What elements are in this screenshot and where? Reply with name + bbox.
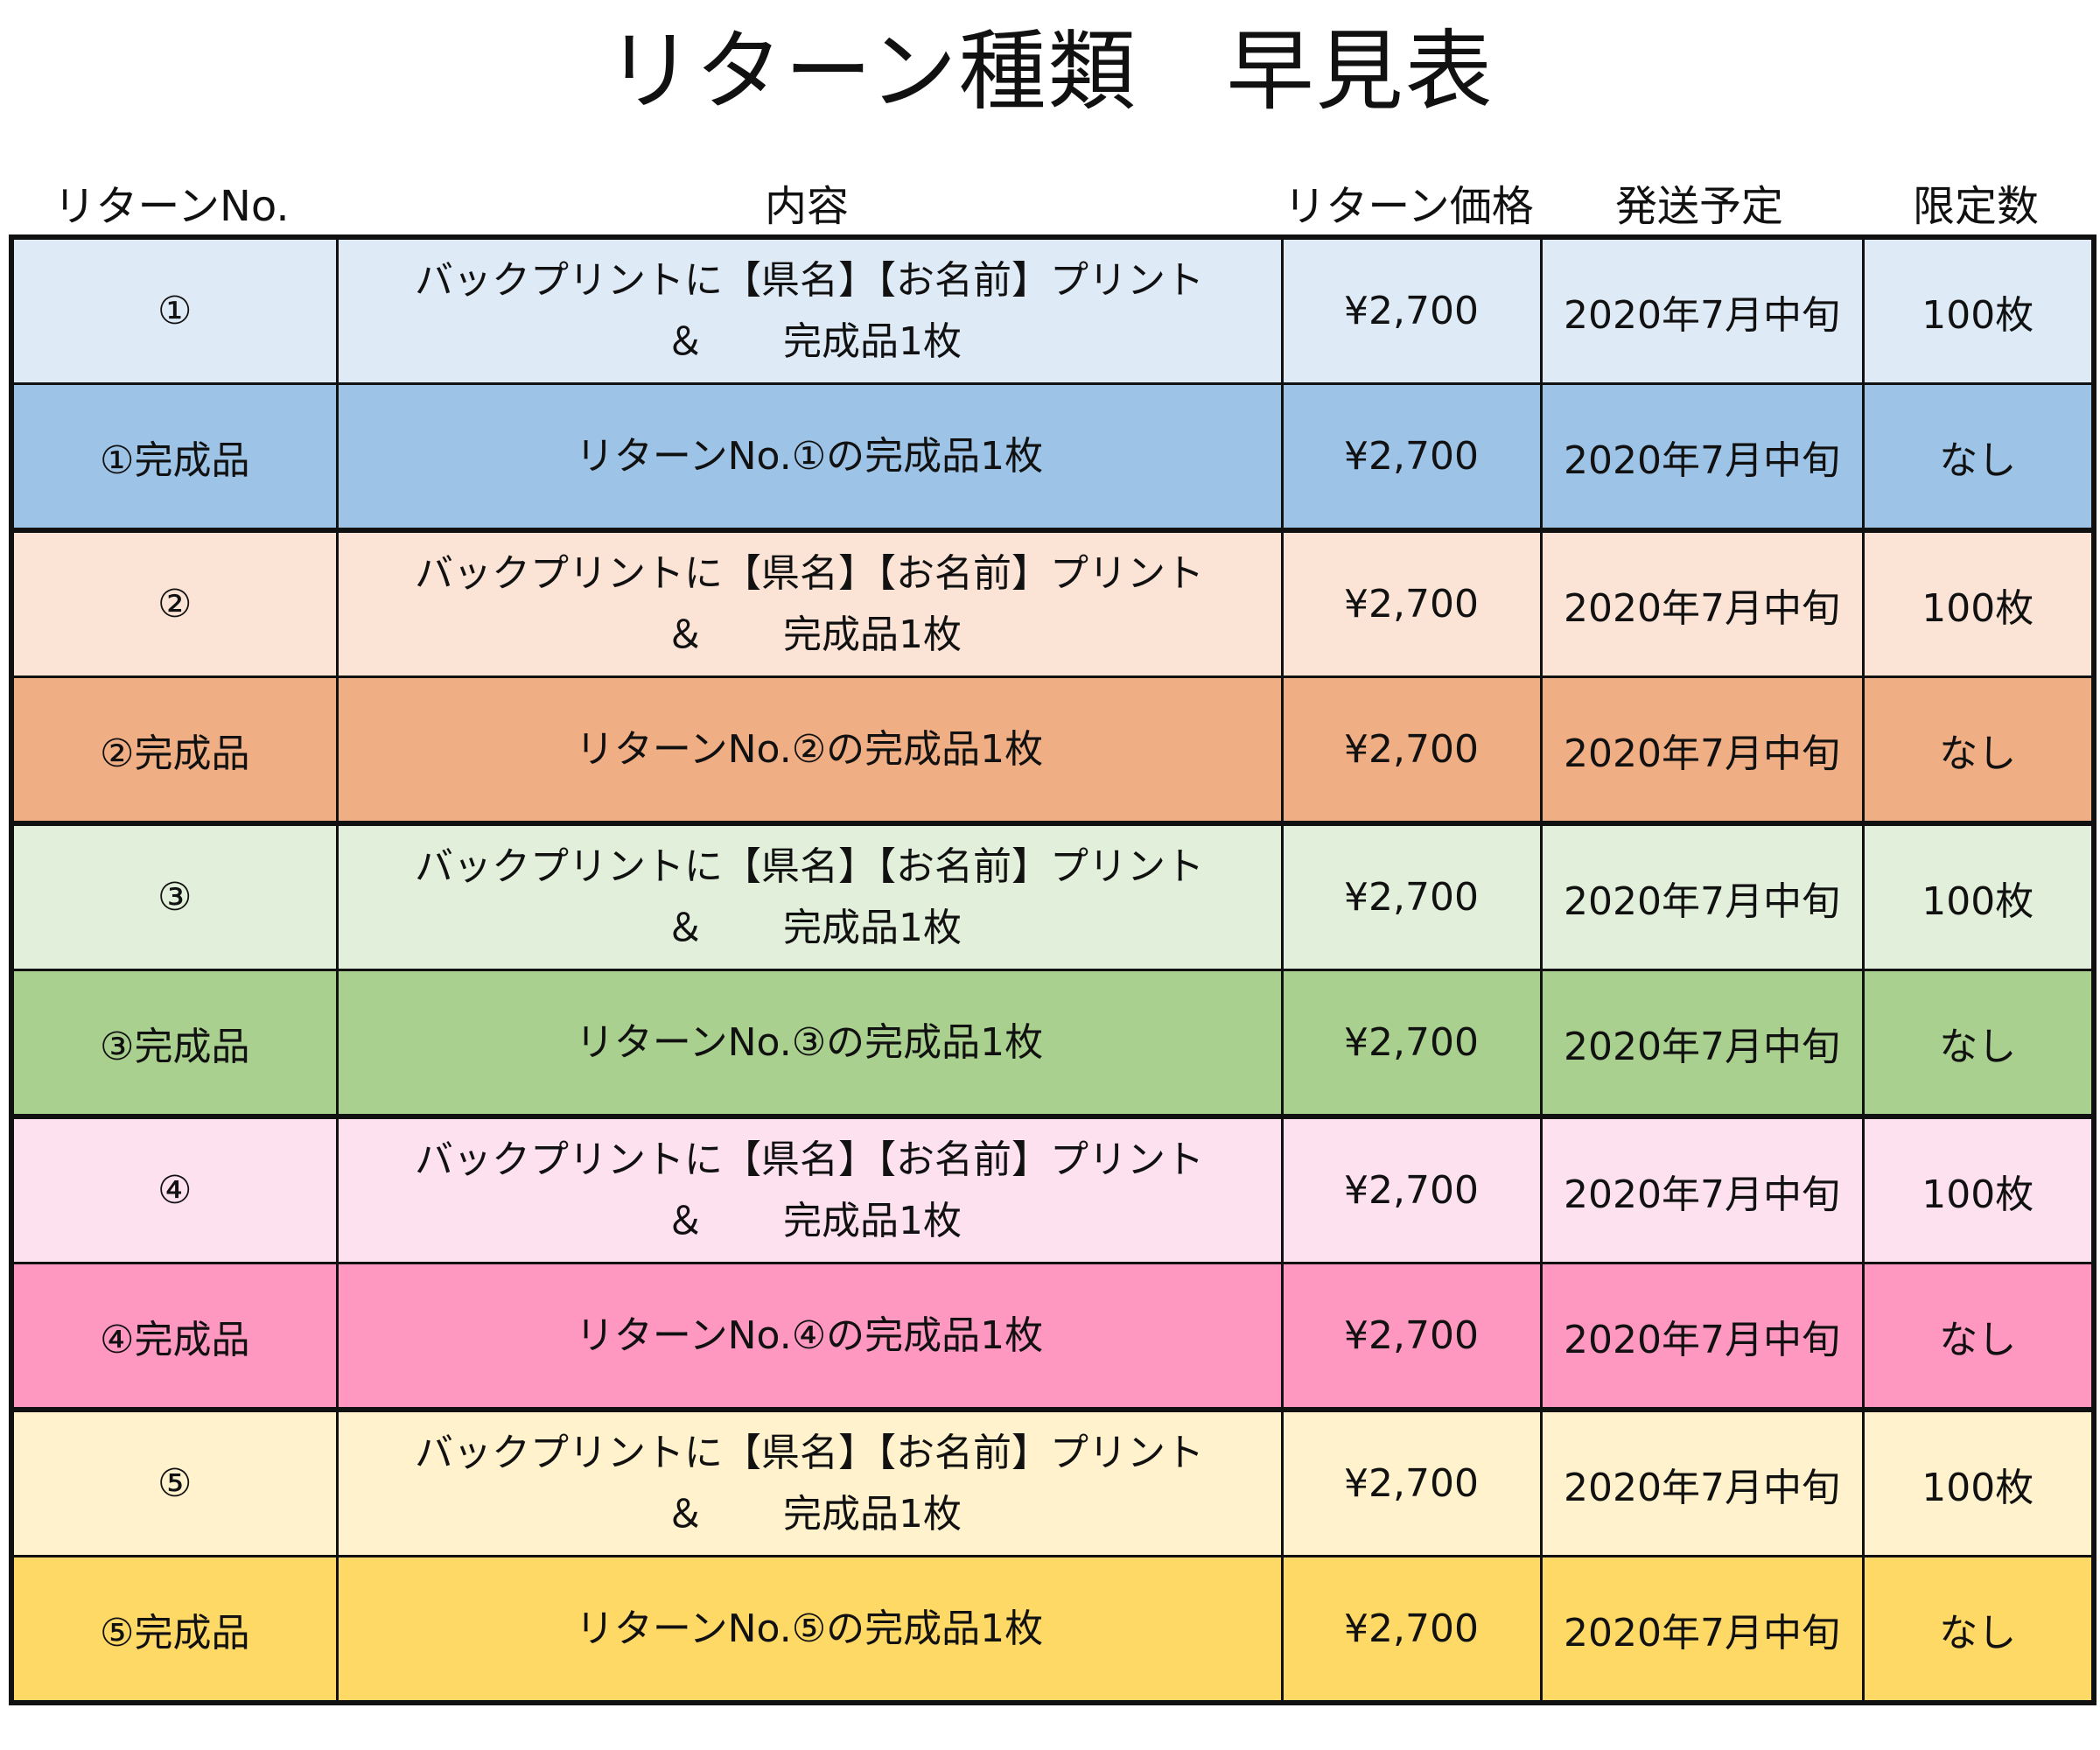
content-line1: バックプリントに【県名】【お名前】プリント [415,550,1204,596]
content-cell: リターンNo.⑤の完成品1枚 [335,1555,1284,1705]
limit-cell: なし [1861,676,2096,826]
table-row: ④ バックプリントに【県名】【お名前】プリント ＆ 完成品1枚 ¥2,700 2020年7… [10,1115,2096,1264]
content-cell: リターンNo.③の完成品1枚 [335,969,1284,1119]
content-ampersand: ＆ [666,1491,704,1536]
ship-date-cell: 2020年7月中旬 [1539,528,1865,678]
content-cell: リターンNo.④の完成品1枚 [335,1262,1284,1412]
limit-cell: 100枚 [1861,822,2096,971]
content-line1: リターンNo.⑤の完成品1枚 [575,1606,1044,1651]
table-row: ② バックプリントに【県名】【お名前】プリント ＆ 完成品1枚 ¥2,700 2020年7… [10,528,2096,678]
price-cell: ¥2,700 [1280,1262,1543,1412]
return-no-cell: ③完成品 [10,969,339,1119]
ship-date-cell: 2020年7月中旬 [1539,1262,1865,1412]
content-cell: バックプリントに【県名】【お名前】プリント ＆ 完成品1枚 [335,235,1284,385]
price-cell: ¥2,700 [1280,676,1543,826]
content-cell: リターンNo.①の完成品1枚 [335,382,1284,533]
return-no-cell: ②完成品 [10,676,339,826]
content-line2: ＆ 完成品1枚 [339,605,1281,666]
column-headers: リターンNo. 内容 リターン価格 発送予定 限定数 [9,172,2091,233]
limit-cell: 100枚 [1861,1408,2096,1558]
content-line1: リターンNo.③の完成品1枚 [575,1019,1044,1065]
content-line2: ＆ 完成品1枚 [339,1191,1281,1252]
ship-date-cell: 2020年7月中旬 [1539,382,1865,533]
return-no-cell: ⑤ [10,1408,339,1558]
content-ampersand: ＆ [666,612,704,657]
table-body: ① バックプリントに【県名】【お名前】プリント＆完成品1枚 ¥2,700 2020年7… [10,235,2096,1705]
content-cell: バックプリントに【県名】【お名前】プリント ＆ 完成品1枚 [335,1115,1284,1264]
header-price: リターン価格 [1284,182,1534,231]
limit-cell: なし [1861,1555,2096,1705]
ship-date-cell: 2020年7月中旬 [1539,676,1865,826]
limit-cell: なし [1861,382,2096,533]
content-line1: リターンNo.①の完成品1枚 [575,433,1044,479]
content-line2: ＆ 完成品1枚 [339,312,1281,373]
ship-date-cell: 2020年7月中旬 [1539,1115,1865,1264]
price-cell: ¥2,700 [1280,1408,1543,1558]
content-line1: バックプリントに【県名】【お名前】プリント [415,1430,1204,1475]
ship-date-cell: 2020年7月中旬 [1539,969,1865,1119]
price-cell: ¥2,700 [1280,235,1543,385]
header-ship-date: 発送予定 [1614,182,1783,231]
content-line1: リターンNo.④の完成品1枚 [575,1312,1044,1358]
content-cell: リターンNo.②の完成品1枚 [335,676,1284,826]
price-cell: ¥2,700 [1280,1555,1543,1705]
content-cell: バックプリントに【県名】【お名前】プリント ＆ 完成品1枚 [335,1408,1284,1558]
content-ampersand: ＆ [666,318,704,364]
ship-date-cell: 2020年7月中旬 [1539,822,1865,971]
header-return-no: リターンNo. [53,182,290,231]
price-cell: ¥2,700 [1280,1115,1543,1264]
content-line1: バックプリントに【県名】【お名前】プリント [415,1137,1204,1182]
limit-cell: なし [1861,969,2096,1119]
table-row: ① バックプリントに【県名】【お名前】プリント ＆ 完成品1枚 ¥2,700 2020年7… [10,235,2096,385]
content-line2: ＆ 完成品1枚 [339,1484,1281,1545]
ship-date-cell: 2020年7月中旬 [1539,235,1865,385]
table-row: ③完成品 リターンNo.③の完成品1枚 ¥2,700 2020年7月中旬 なし [10,969,2096,1119]
content-tail: 完成品1枚 [783,612,962,657]
limit-cell: なし [1861,1262,2096,1412]
content-cell: バックプリントに【県名】【お名前】プリント ＆ 完成品1枚 [335,528,1284,678]
ship-date-cell: 2020年7月中旬 [1539,1408,1865,1558]
return-no-cell: ①完成品 [10,382,339,533]
return-no-cell: ① [10,235,339,385]
content-tail: 完成品1枚 [783,1491,962,1536]
content-line1: リターンNo.②の完成品1枚 [575,726,1044,772]
ship-date-cell: 2020年7月中旬 [1539,1555,1865,1705]
content-tail: 完成品1枚 [783,1198,962,1243]
return-no-cell: ④完成品 [10,1262,339,1412]
price-cell: ¥2,700 [1280,382,1543,533]
content-ampersand: ＆ [666,905,704,950]
table-row: ③ バックプリントに【県名】【お名前】プリント ＆ 完成品1枚 ¥2,700 2020年7… [10,822,2096,971]
content-ampersand: ＆ [666,1198,704,1243]
page-title: リターン種類 早見表 [606,20,1494,122]
limit-cell: 100枚 [1861,1115,2096,1264]
returns-table: ① バックプリントに【県名】【お名前】プリント＆完成品1枚 ¥2,700 2020年7… [9,234,2096,1705]
return-no-cell: ⑤完成品 [10,1555,339,1705]
content-cell: バックプリントに【県名】【お名前】プリント ＆ 完成品1枚 [335,822,1284,971]
price-cell: ¥2,700 [1280,528,1543,678]
table-row: ①完成品 リターンNo.①の完成品1枚 ¥2,700 2020年7月中旬 なし [10,382,2096,533]
content-line1: バックプリントに【県名】【お名前】プリント [415,257,1204,303]
content-tail: 完成品1枚 [783,905,962,950]
limit-cell: 100枚 [1861,528,2096,678]
return-no-cell: ② [10,528,339,678]
content-tail: 完成品1枚 [783,318,962,364]
return-no-cell: ④ [10,1115,339,1264]
return-no-cell: ③ [10,822,339,971]
content-line1: バックプリントに【県名】【お名前】プリント [415,844,1204,889]
table-row: ⑤ バックプリントに【県名】【お名前】プリント ＆ 完成品1枚 ¥2,700 2020年7… [10,1408,2096,1558]
header-limit: 限定数 [1912,182,2039,231]
price-cell: ¥2,700 [1280,822,1543,971]
limit-cell: 100枚 [1861,235,2096,385]
table-row: ②完成品 リターンNo.②の完成品1枚 ¥2,700 2020年7月中旬 なし [10,676,2096,826]
content-line2: ＆ 完成品1枚 [339,898,1281,959]
table-row: ⑤完成品 リターンNo.⑤の完成品1枚 ¥2,700 2020年7月中旬 なし [10,1555,2096,1705]
header-content: 内容 [764,182,849,231]
table-row: ④完成品 リターンNo.④の完成品1枚 ¥2,700 2020年7月中旬 なし [10,1262,2096,1412]
price-cell: ¥2,700 [1280,969,1543,1119]
